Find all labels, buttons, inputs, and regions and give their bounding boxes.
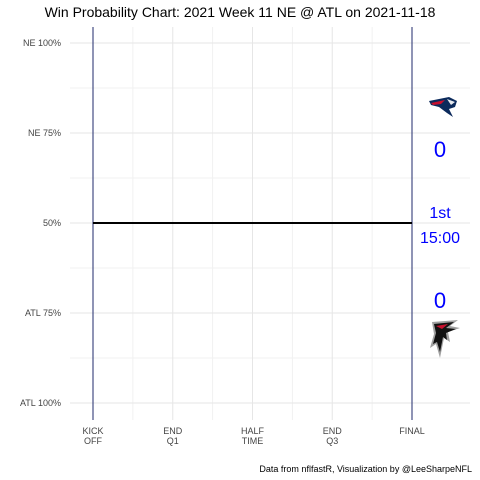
y-tick-label: ATL 75%	[25, 308, 61, 318]
y-axis-ticks: NE 100% NE 75% 50% ATL 75% ATL 100%	[20, 38, 61, 408]
credit-text: Data from nflfastR, Visualization by @Le…	[259, 464, 472, 474]
quarter-label: 1st	[429, 205, 451, 222]
y-tick-label: 50%	[43, 218, 61, 228]
x-tick-label: KICK OFF	[82, 426, 103, 446]
x-tick-label: END Q1	[163, 426, 183, 446]
y-tick-label: NE 100%	[23, 38, 61, 48]
ne-score: 0	[434, 137, 446, 162]
atl-score: 0	[434, 288, 446, 313]
x-tick-label: FINAL	[399, 426, 425, 436]
patriots-logo-icon	[429, 97, 457, 117]
y-tick-label: ATL 100%	[20, 398, 61, 408]
falcons-logo-icon	[430, 320, 460, 358]
x-tick-label: HALF TIME	[241, 426, 265, 446]
x-axis-ticks: KICK OFF END Q1 HALF TIME END Q3 FINAL	[82, 426, 424, 446]
game-clock: 15:00	[420, 230, 460, 247]
chart-title: Win Probability Chart: 2021 Week 11 NE @…	[45, 4, 436, 20]
x-tick-label: END Q3	[323, 426, 343, 446]
y-tick-label: NE 75%	[28, 128, 61, 138]
